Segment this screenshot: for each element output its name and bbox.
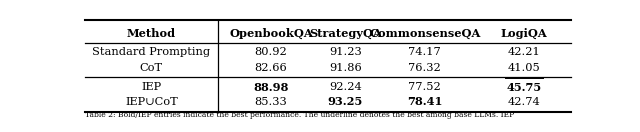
Text: 42.21: 42.21 — [508, 47, 540, 57]
Text: 92.24: 92.24 — [329, 82, 362, 93]
Text: LogiQA: LogiQA — [500, 28, 547, 39]
Text: IEP∪CoT: IEP∪CoT — [125, 97, 178, 107]
Text: 93.25: 93.25 — [328, 96, 363, 107]
Text: 85.33: 85.33 — [255, 97, 287, 107]
Text: 80.92: 80.92 — [255, 47, 287, 57]
Text: 45.75: 45.75 — [506, 82, 541, 93]
Text: OpenbookQA: OpenbookQA — [229, 28, 313, 39]
Text: 91.23: 91.23 — [329, 47, 362, 57]
Text: 74.17: 74.17 — [408, 47, 441, 57]
Text: 88.98: 88.98 — [253, 82, 289, 93]
Text: Table 2: Bold/IEP entries indicate the best performance. The underline denotes t: Table 2: Bold/IEP entries indicate the b… — [85, 111, 514, 119]
Text: 78.41: 78.41 — [407, 96, 442, 107]
Text: CoT: CoT — [140, 63, 163, 73]
Text: 41.05: 41.05 — [508, 63, 540, 73]
Text: IEP: IEP — [141, 82, 161, 93]
Text: Standard Prompting: Standard Prompting — [92, 47, 211, 57]
Text: StrategyQA: StrategyQA — [309, 28, 382, 39]
Text: 82.66: 82.66 — [255, 63, 287, 73]
Text: 76.32: 76.32 — [408, 63, 441, 73]
Text: 77.52: 77.52 — [408, 82, 441, 93]
Text: 42.74: 42.74 — [508, 97, 540, 107]
Text: 91.86: 91.86 — [329, 63, 362, 73]
Text: CommonsenseQA: CommonsenseQA — [369, 28, 481, 39]
Text: Method: Method — [127, 28, 176, 39]
